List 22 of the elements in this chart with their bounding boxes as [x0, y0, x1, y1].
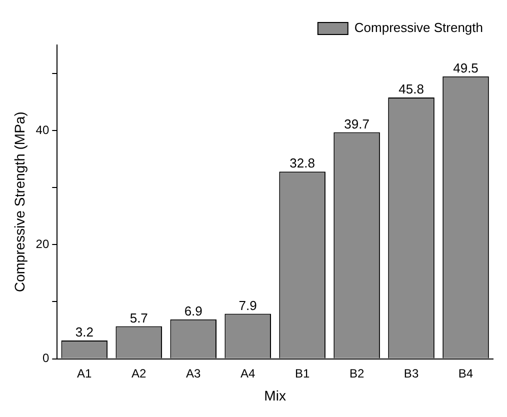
- data-label: 3.2: [75, 324, 94, 340]
- x-tick-label: B3: [404, 366, 419, 380]
- y-tick-label: 0: [42, 351, 50, 366]
- x-tick-label: A4: [240, 366, 256, 380]
- x-tick-label: B1: [294, 366, 310, 380]
- x-tick-label: B4: [458, 366, 474, 380]
- x-tick-label: A3: [186, 366, 202, 380]
- x-tick-label: A2: [132, 366, 147, 380]
- y-tick-label: 20: [36, 237, 50, 252]
- data-label: 49.5: [453, 60, 478, 76]
- data-label: 39.7: [344, 116, 370, 132]
- data-label: 6.9: [184, 304, 202, 319]
- legend-label: Compressive Strength: [354, 20, 484, 36]
- data-label: 45.8: [398, 82, 424, 97]
- x-tick-label: B2: [349, 366, 364, 380]
- x-tick-label: A1: [77, 366, 92, 380]
- data-label: 32.8: [290, 156, 315, 171]
- y-axis-title: Compressive Strength (MPa): [11, 112, 28, 292]
- data-label: 5.7: [130, 310, 148, 326]
- x-axis-title: Mix: [264, 387, 286, 404]
- y-tick-label: 40: [36, 122, 50, 137]
- data-label: 7.9: [238, 298, 257, 313]
